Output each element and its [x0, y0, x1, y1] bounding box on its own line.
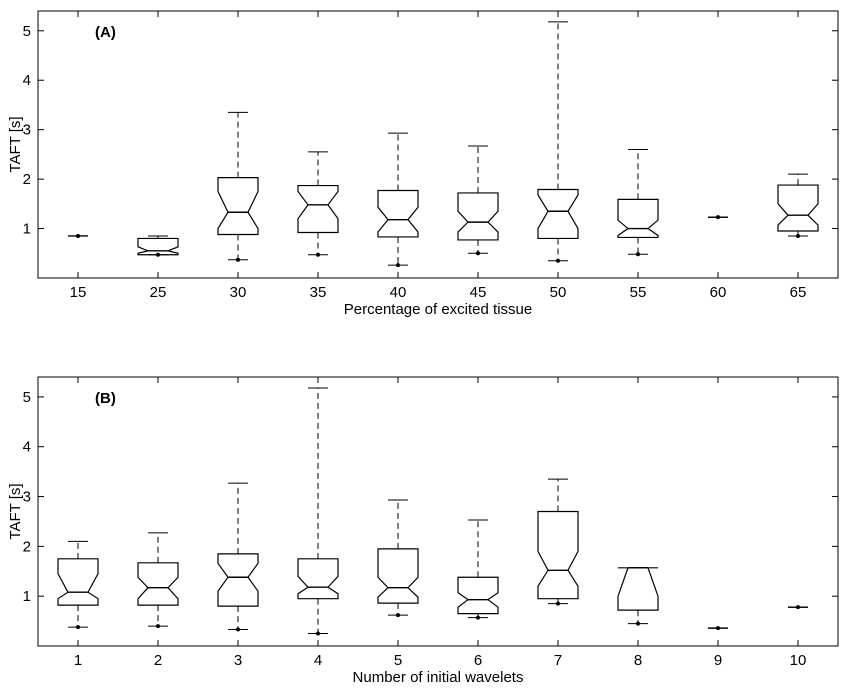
box-body	[377, 548, 419, 604]
min-marker	[636, 252, 640, 257]
box-body	[297, 184, 339, 234]
box-45	[457, 145, 499, 256]
x-tick-label: 25	[150, 284, 167, 301]
box-15	[68, 233, 88, 238]
box-7	[537, 478, 579, 606]
x-tick-label: 1	[74, 652, 82, 669]
box-35	[297, 151, 339, 257]
x-tick-label: 8	[634, 652, 642, 669]
x-tick-label: 6	[474, 652, 482, 669]
x-tick-label: 60	[710, 284, 727, 301]
box-6	[457, 519, 499, 620]
box-body	[377, 189, 419, 238]
box-65	[777, 173, 819, 238]
box-body	[777, 184, 819, 232]
plot-frame	[37, 376, 839, 647]
y-tick-label: 2	[23, 171, 31, 188]
x-tick-label: 9	[714, 652, 722, 669]
box-10	[788, 605, 808, 610]
box-30	[217, 111, 259, 262]
box-body	[217, 177, 259, 236]
y-tick-label: 5	[23, 23, 31, 40]
x-tick-label: 40	[390, 284, 407, 301]
box-55	[617, 148, 659, 257]
min-marker	[476, 615, 480, 620]
min-marker	[316, 631, 320, 636]
box-9	[708, 626, 728, 631]
min-marker	[796, 233, 800, 238]
min-marker	[556, 258, 560, 263]
x-axis-label: Number of initial wavelets	[353, 669, 524, 686]
plot-frame	[37, 10, 839, 279]
box-50	[537, 21, 579, 263]
x-tick-label: 4	[314, 652, 322, 669]
min-marker	[396, 613, 400, 618]
x-axis-label: Percentage of excited tissue	[344, 301, 532, 318]
min-marker	[316, 252, 320, 257]
x-tick-label: 15	[70, 284, 87, 301]
box-3	[217, 482, 259, 632]
y-tick-label: 5	[23, 389, 31, 406]
box-8	[617, 567, 659, 626]
min-marker	[636, 621, 640, 626]
box-body	[457, 576, 499, 615]
x-tick-label: 65	[790, 284, 807, 301]
min-marker	[236, 627, 240, 632]
y-tick-label: 4	[23, 72, 31, 89]
x-tick-label: 10	[790, 652, 807, 669]
box-4	[297, 387, 339, 636]
min-marker	[156, 252, 160, 257]
x-tick-label: 30	[230, 284, 247, 301]
box-body	[617, 567, 659, 611]
box-body	[217, 553, 259, 607]
box-25	[137, 235, 179, 257]
box-body	[137, 237, 179, 256]
box-5	[377, 499, 419, 618]
box-body	[457, 192, 499, 241]
min-marker	[156, 624, 160, 629]
y-tick-label: 4	[23, 439, 31, 456]
x-tick-label: 2	[154, 652, 162, 669]
x-tick-label: 45	[470, 284, 487, 301]
box-body	[137, 562, 179, 606]
y-tick-label: 1	[23, 588, 31, 605]
y-tick-label: 3	[23, 122, 31, 139]
box-body	[297, 558, 339, 600]
y-tick-label: 2	[23, 538, 31, 555]
min-marker	[556, 601, 560, 606]
y-axis-label: TAFT [s]	[7, 116, 24, 172]
panel-label: (A)	[95, 24, 116, 41]
min-marker	[76, 233, 80, 238]
box-body	[617, 198, 659, 239]
x-tick-label: 7	[554, 652, 562, 669]
x-tick-label: 3	[234, 652, 242, 669]
x-tick-label: 35	[310, 284, 327, 301]
min-marker	[396, 263, 400, 268]
x-tick-label: 55	[630, 284, 647, 301]
box-body	[537, 510, 579, 600]
y-axis-label: TAFT [s]	[7, 483, 24, 539]
panel-b: 1 2 3 4 5 1 2 3 4 5 6 7 8 9 10 Number of initial wavele…	[7, 376, 839, 686]
min-marker	[796, 605, 800, 610]
x-tick-label: 50	[550, 284, 567, 301]
box-body	[57, 558, 99, 606]
box-body	[537, 188, 579, 240]
min-marker	[476, 251, 480, 256]
y-tick-label: 1	[23, 221, 31, 238]
box-2	[137, 532, 179, 629]
box-1	[57, 540, 99, 630]
panel-label: (B)	[95, 390, 116, 407]
min-marker	[716, 215, 720, 220]
min-marker	[76, 625, 80, 630]
min-marker	[716, 626, 720, 631]
min-marker	[236, 257, 240, 262]
box-60	[708, 215, 728, 220]
box-40	[377, 132, 419, 268]
y-tick-label: 3	[23, 489, 31, 506]
x-tick-label: 5	[394, 652, 402, 669]
